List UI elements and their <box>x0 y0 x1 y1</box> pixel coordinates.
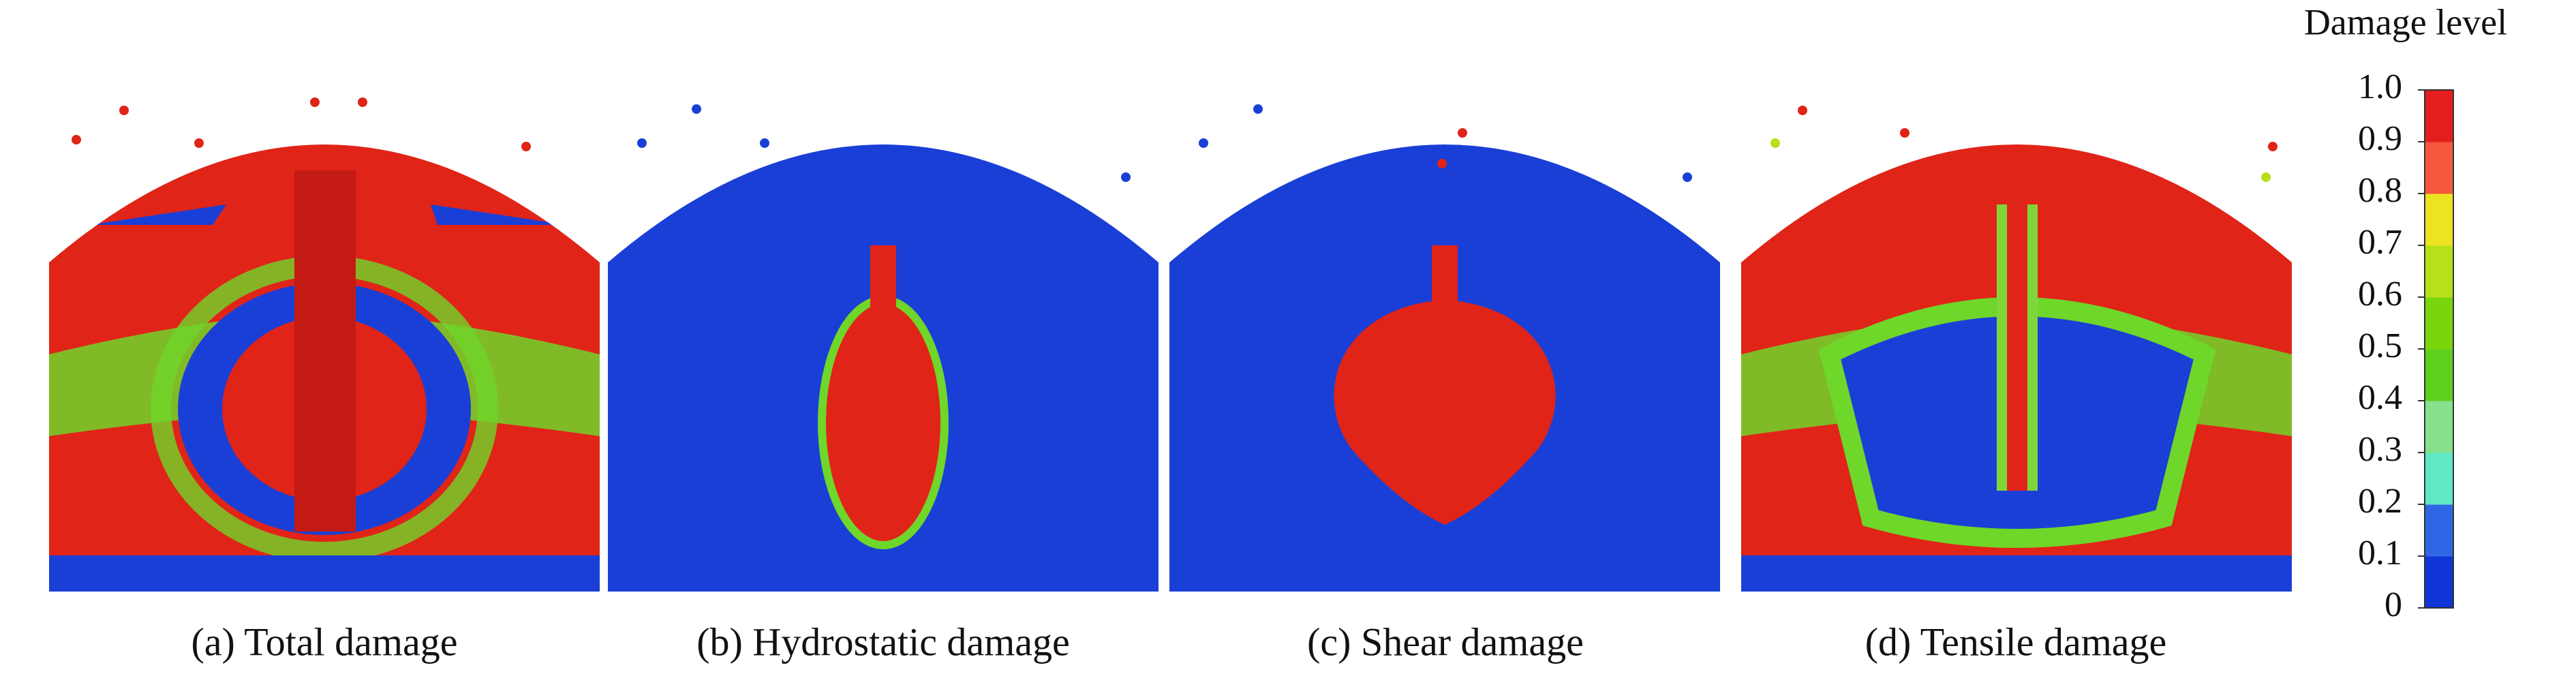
colorbar-tick-label: 0.2 <box>2358 482 2402 521</box>
colorbar-tick-label: 0.8 <box>2358 171 2402 210</box>
caption: (c) Shear damage <box>1307 619 1584 664</box>
colorbar-tick-label: 0.7 <box>2358 223 2402 262</box>
colorbar-tick-label: 0.9 <box>2358 119 2402 158</box>
panel-a <box>49 97 600 592</box>
colorbar-segment <box>2425 556 2453 609</box>
caption: (a) Total damage <box>191 619 457 664</box>
colorbar-segment <box>2425 142 2453 194</box>
colorbar-segment <box>2425 297 2453 350</box>
colorbar-tick-label: 0 <box>2385 585 2402 624</box>
colorbar-title: Damage level <box>2304 1 2507 42</box>
caption: (d) Tensile damage <box>1865 619 2167 664</box>
colorbar-tick-label: 1.0 <box>2358 67 2402 106</box>
colorbar-segment <box>2425 504 2453 557</box>
colorbar-segment <box>2425 349 2453 401</box>
colorbar-tick-label: 0.6 <box>2358 275 2402 313</box>
colorbar-segment <box>2425 401 2453 453</box>
colorbar-segment <box>2425 245 2453 298</box>
colorbar-tick-label: 0.4 <box>2358 378 2402 417</box>
colorbar-segment <box>2425 194 2453 246</box>
colorbar-tick-label: 0.3 <box>2358 430 2402 469</box>
colorbar-tick-label: 0.1 <box>2358 534 2402 572</box>
colorbar: 0 0.1 0.2 0.3 0.4 0.5 0.6 0.7 0.8 0.9 1.0 <box>2358 67 2454 624</box>
caption: (b) Hydrostatic damage <box>696 619 1070 664</box>
colorbar-tick-label: 0.5 <box>2358 326 2402 365</box>
colorbar-segment <box>2425 453 2453 505</box>
colorbar-segment <box>2425 90 2453 142</box>
panel-c <box>1169 104 1720 592</box>
panel-d <box>1741 106 2292 592</box>
panel-b <box>608 104 1159 592</box>
